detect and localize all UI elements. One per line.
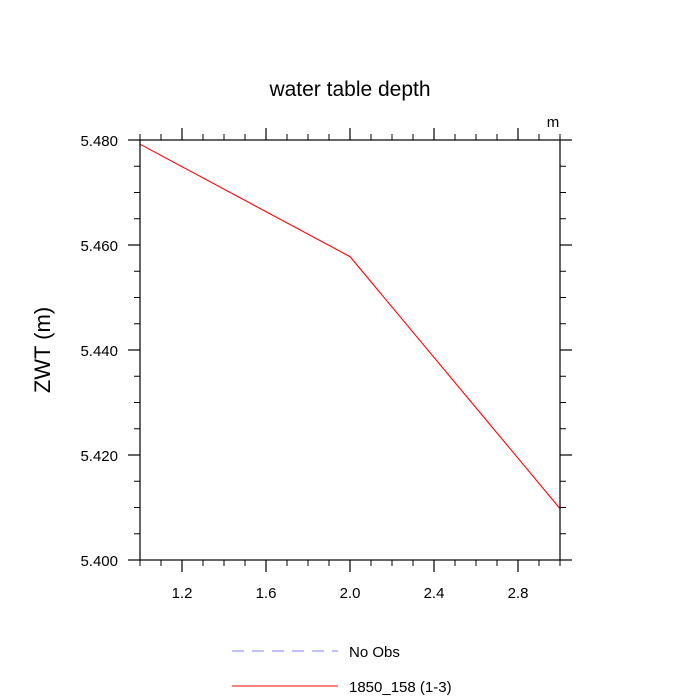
y-axis-label: ZWT (m) [30, 307, 55, 393]
y-tick-label: 5.420 [80, 448, 118, 465]
plot-frame [139, 139, 561, 561]
units-label: m [547, 114, 560, 131]
legend-label: No Obs [349, 644, 400, 661]
legend: No Obs 1850_158 (1-3) [232, 644, 452, 696]
y-tick-label: 5.480 [80, 133, 118, 150]
y-tick-label: 5.440 [80, 343, 118, 360]
y-tick-label: 5.460 [80, 238, 118, 255]
x-tick-labels: 1.2 1.6 2.0 2.4 2.8 [172, 585, 529, 602]
x-tick-label: 1.6 [256, 585, 277, 602]
y-tick-labels: 5.400 5.420 5.440 5.460 5.480 [80, 133, 118, 570]
series-lines [139, 143, 561, 509]
x-tick-label: 1.2 [172, 585, 193, 602]
x-tick-label: 2.8 [508, 585, 529, 602]
x-tick-label: 2.0 [340, 585, 361, 602]
major-ticks [128, 128, 572, 572]
y-tick-label: 5.400 [80, 553, 118, 570]
chart-title: water table depth [268, 78, 430, 101]
series-line [139, 143, 561, 509]
legend-label: 1850_158 (1-3) [349, 679, 452, 696]
x-tick-label: 2.4 [424, 585, 445, 602]
minor-ticks [134, 134, 566, 566]
